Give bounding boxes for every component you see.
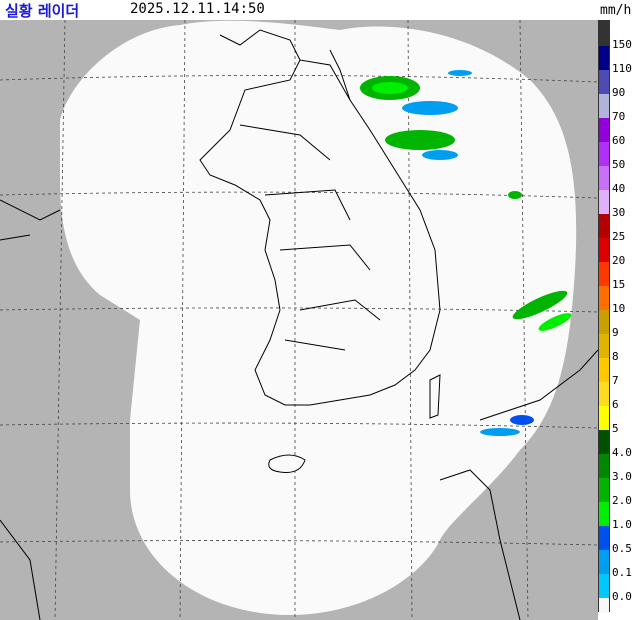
legend-label: 30 (612, 206, 626, 219)
legend-color-band (599, 334, 609, 358)
legend-label: 3.0 (612, 470, 632, 483)
legend-color-band (599, 142, 609, 166)
legend-unit: mm/h (600, 3, 632, 18)
legend-color-band (599, 598, 609, 613)
legend-color-band (599, 382, 609, 406)
legend-color-band (599, 526, 609, 550)
legend-label: 15 (612, 278, 626, 291)
legend-color-band (599, 478, 609, 502)
legend-label: 4.0 (612, 446, 632, 459)
grid-lines (0, 20, 598, 620)
legend-label: 2.0 (612, 494, 632, 507)
legend-color-band (599, 166, 609, 190)
legend-label: 90 (612, 86, 626, 99)
legend-label: 60 (612, 134, 626, 147)
legend-color-band (599, 70, 609, 94)
legend-color-band (599, 118, 609, 142)
rain-echoes (360, 70, 572, 436)
legend-label: 0.5 (612, 542, 632, 555)
legend-label: 20 (612, 254, 626, 267)
radar-title: 실황 레이더 (5, 2, 80, 20)
legend-label: 7 (612, 374, 619, 387)
legend-label: 1.0 (612, 518, 632, 531)
legend-label: 110 (612, 62, 632, 75)
precipitation-color-scale (598, 20, 610, 613)
legend-label: 25 (612, 230, 626, 243)
radar-map[interactable] (0, 20, 598, 620)
legend-color-band (599, 94, 609, 118)
legend-label: 40 (612, 182, 626, 195)
legend-label: 0.0 (612, 590, 632, 603)
legend-color-band (599, 430, 609, 454)
legend-label: 70 (612, 110, 626, 123)
legend-label: 5 (612, 422, 619, 435)
legend-color-band (599, 214, 609, 238)
legend-color-band (599, 550, 609, 574)
legend-color-band (599, 238, 609, 262)
legend-color-band (599, 502, 609, 526)
legend-label: 0.1 (612, 566, 632, 579)
legend-color-band (599, 358, 609, 382)
legend-color-band (599, 286, 609, 310)
legend-color-band (599, 46, 609, 70)
legend-color-band (599, 406, 609, 430)
coastlines (0, 29, 598, 620)
legend-label: 150 (612, 38, 632, 51)
legend-color-band (599, 310, 609, 334)
legend-label: 10 (612, 302, 626, 315)
legend-color-band (599, 262, 609, 286)
legend-color-band (599, 574, 609, 598)
radar-coverage-area (60, 20, 577, 615)
legend-color-band (599, 21, 609, 46)
legend-label: 6 (612, 398, 619, 411)
legend-label: 8 (612, 350, 619, 363)
legend-label: 50 (612, 158, 626, 171)
legend-color-band (599, 454, 609, 478)
timestamp: 2025.12.11.14:50 (130, 1, 265, 17)
legend-color-band (599, 190, 609, 214)
legend-label: 9 (612, 326, 619, 339)
